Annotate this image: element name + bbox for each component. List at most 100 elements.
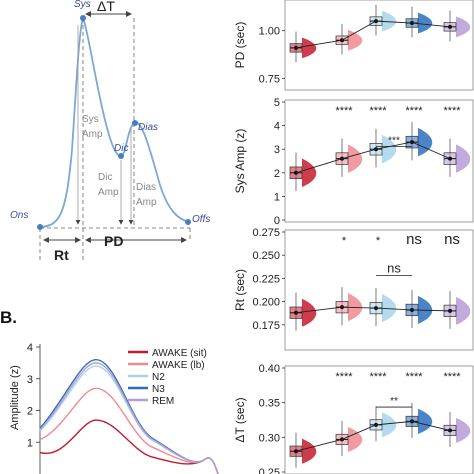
y-tick-label: 4 <box>27 342 33 354</box>
ons-point <box>37 224 43 230</box>
significance-label: **** <box>443 371 461 383</box>
panel-b-label: B. <box>0 308 17 327</box>
dic-point <box>118 153 124 159</box>
y-axis-label: Sys Amp (z) <box>233 129 247 194</box>
y-tick-label: 0.25 <box>259 467 280 474</box>
y-tick-label: 0.200 <box>252 297 280 309</box>
violin-half <box>456 296 471 325</box>
y-axis-label: Rt (sec) <box>233 269 247 311</box>
dic-amp-label-1: Dic <box>98 172 112 183</box>
significance-label: **** <box>405 105 423 117</box>
y-tick-label: 0 <box>274 215 280 227</box>
legend-label: N3 <box>152 384 165 395</box>
violin-half <box>456 16 471 38</box>
violin-half <box>382 412 397 438</box>
violin-half <box>456 417 471 443</box>
plot-frame <box>284 229 474 351</box>
significance-label: ns <box>444 231 460 248</box>
significance-label: **** <box>335 105 353 117</box>
sys-amp-label-2: Amp <box>82 129 103 140</box>
median-trend-line <box>295 141 451 174</box>
significance-label: **** <box>335 371 353 383</box>
plot-frame <box>284 0 474 91</box>
rt-label: Rt <box>54 247 69 263</box>
bracket-label: ** <box>390 396 398 407</box>
violin-half <box>418 408 433 434</box>
legend-label: REM <box>152 396 174 407</box>
dias-amp-label-1: Dias <box>136 182 156 193</box>
y-tick-label: 0.250 <box>252 250 280 262</box>
pulse-diagram: Sys Dic Dias Ons Offs ΔT Sys Amp Dic Amp… <box>10 0 210 263</box>
box-panel: PD (sec) 0.75 1.00 <box>233 0 474 91</box>
offs-point <box>185 219 191 225</box>
violin-half <box>302 158 317 188</box>
violin-half <box>456 144 471 173</box>
y-tick-label: 1.00 <box>259 26 280 38</box>
y-tick-label: 0.30 <box>259 432 280 444</box>
legend-label: N2 <box>152 372 165 383</box>
significance-label: **** <box>443 105 461 117</box>
violin-half <box>348 426 363 452</box>
pulse-waveform <box>39 15 191 228</box>
violin-half <box>382 134 397 164</box>
series-line <box>39 365 219 474</box>
significance-label: **** <box>405 371 423 383</box>
y-tick-label: 0.175 <box>252 320 280 332</box>
bracket-label: ns <box>387 261 401 276</box>
violin-half <box>302 37 317 59</box>
legend-label: AWAKE (lb) <box>152 360 205 371</box>
y-tick-label: 0.40 <box>259 363 280 375</box>
delta-t-label: ΔT <box>97 0 115 14</box>
series-line <box>39 362 219 474</box>
bracket-label: *** <box>388 135 400 146</box>
dic-label: Dic <box>114 143 128 154</box>
plot-frame <box>284 99 474 223</box>
median-trend-line <box>295 420 451 452</box>
series-line <box>39 419 219 474</box>
y-tick-label: 0.275 <box>252 227 280 239</box>
y-tick-label: 1 <box>274 191 280 203</box>
dic-amp-label-2: Amp <box>98 187 119 198</box>
y-tick-label: 3 <box>27 374 33 386</box>
ons-label: Ons <box>10 210 28 221</box>
legend-label: AWAKE (sit) <box>152 348 207 359</box>
dias-point <box>132 120 138 126</box>
median-trend-line <box>295 306 451 314</box>
y-tick-label: 2 <box>274 168 280 180</box>
significance-label: * <box>376 235 381 247</box>
panel-b-ylabel: Amplitude (z) <box>9 365 21 430</box>
pd-label: PD <box>104 233 123 249</box>
sys-label: Sys <box>74 0 91 10</box>
y-tick-label: 0.75 <box>259 73 280 85</box>
dias-label: Dias <box>138 122 158 133</box>
y-tick-label: 5 <box>274 97 280 109</box>
y-tick-label: 0.35 <box>259 398 280 410</box>
significance-label: **** <box>369 371 387 383</box>
violin-half <box>418 12 433 34</box>
violin-half <box>348 144 363 173</box>
violin-half <box>382 10 397 32</box>
offs-label: Offs <box>192 214 210 225</box>
plot-frame <box>284 365 474 474</box>
y-tick-label: 0.225 <box>252 273 280 285</box>
y-tick-label: 3 <box>274 144 280 156</box>
violin-half <box>382 294 397 323</box>
violin-half <box>418 127 433 157</box>
y-tick-label: 1 <box>27 437 33 449</box>
y-axis-label: PD (sec) <box>233 22 247 69</box>
dias-amp-label-2: Amp <box>136 197 157 208</box>
significance-label: ns <box>406 231 422 248</box>
median-trend-line <box>295 20 451 49</box>
box-panel: ΔT (sec)0.250.300.350.40**** **** **** ****… <box>233 363 474 474</box>
significance-label: * <box>342 235 347 247</box>
violin-half <box>302 298 317 327</box>
y-axis-label: ΔT (sec) <box>233 397 247 442</box>
y-tick-label: 4 <box>274 121 280 133</box>
sys-amp-label-1: Sys <box>82 114 99 125</box>
significance-label: **** <box>369 105 387 117</box>
panel-b: B. Amplitude (z) 1 2 3 4 AWAKE (sit)AWAKE (… <box>0 308 219 474</box>
